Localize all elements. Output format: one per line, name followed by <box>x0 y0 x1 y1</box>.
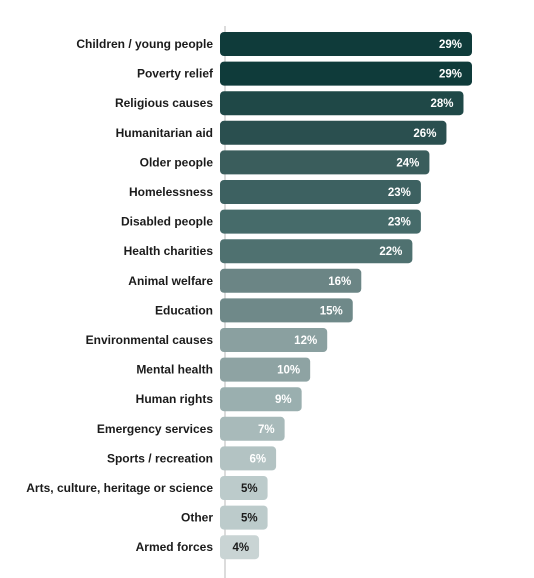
bar <box>220 505 268 530</box>
value-labels: 29% 29% 28% 26% 24% 23% 23% 22% 16% 15% 12% 10% 9% 7%… <box>232 39 462 554</box>
value-label: 10% <box>277 365 300 377</box>
value-label: 5% <box>241 483 258 495</box>
category-label: Other <box>181 511 213 525</box>
bar <box>220 446 277 471</box>
bar <box>220 180 421 204</box>
value-label: 29% <box>439 39 462 51</box>
bar <box>220 328 328 352</box>
value-label: 15% <box>320 305 343 317</box>
bar <box>220 239 413 264</box>
category-label: Mental health <box>136 363 213 377</box>
value-label: 28% <box>430 98 453 110</box>
value-label: 23% <box>388 187 411 199</box>
category-label: Arts, culture, heritage or science <box>26 481 213 495</box>
value-label: 7% <box>258 424 275 436</box>
value-label: 29% <box>439 69 462 81</box>
value-label: 16% <box>328 276 351 288</box>
category-label: Homelessness <box>129 185 213 199</box>
category-label: Human rights <box>136 392 214 406</box>
value-label: 9% <box>275 394 292 406</box>
bar <box>220 416 285 441</box>
bar <box>220 61 472 86</box>
category-label: Education <box>155 303 213 317</box>
category-label: Animal welfare <box>128 274 213 288</box>
bars <box>220 32 472 560</box>
value-label: 4% <box>232 542 249 554</box>
bar <box>220 91 464 116</box>
bar <box>220 476 268 500</box>
category-label: Armed forces <box>136 540 214 554</box>
category-label: Environmental causes <box>86 333 214 347</box>
value-label: 26% <box>413 128 436 140</box>
bar <box>220 298 353 323</box>
category-label: Disabled people <box>121 215 213 229</box>
category-label: Children / young people <box>76 37 213 51</box>
value-label: 24% <box>396 157 419 169</box>
value-label: 12% <box>294 335 317 347</box>
bar <box>220 209 421 234</box>
value-label: 23% <box>388 217 411 229</box>
bar <box>220 32 472 56</box>
category-label: Humanitarian aid <box>116 126 213 140</box>
category-labels: Children / young people Poverty relief Rel… <box>26 37 214 554</box>
category-label: Religious causes <box>115 96 213 110</box>
category-label: Older people <box>140 155 214 169</box>
bar <box>220 357 311 382</box>
category-label: Emergency services <box>97 422 213 436</box>
bar <box>220 268 362 293</box>
value-label: 22% <box>379 246 402 258</box>
category-label: Poverty relief <box>137 67 214 81</box>
bar <box>220 120 447 145</box>
bar <box>220 387 302 412</box>
bar <box>220 150 430 175</box>
category-label: Sports / recreation <box>107 451 213 465</box>
category-label: Health charities <box>124 244 214 258</box>
value-label: 5% <box>241 513 258 525</box>
value-label: 6% <box>249 453 266 465</box>
bar <box>220 535 260 560</box>
